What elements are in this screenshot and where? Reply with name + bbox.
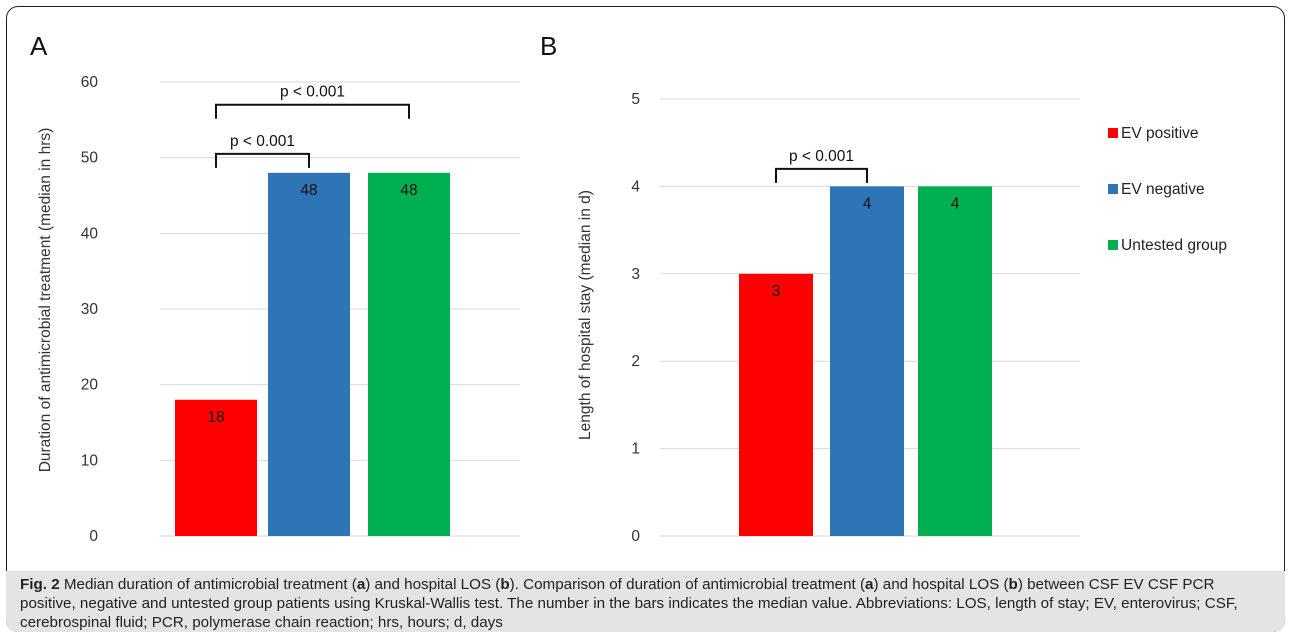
caption-text: a [356, 576, 366, 593]
significance-label: p < 0.001 [789, 148, 854, 165]
y-tick-label: 60 [81, 74, 99, 91]
legend-swatch [1108, 184, 1118, 194]
y-tick-label: 5 [631, 91, 640, 108]
bar [918, 186, 992, 536]
y-tick-label: 30 [81, 301, 99, 318]
y-tick-label: 2 [631, 353, 640, 370]
y-tick-label: 1 [631, 441, 640, 458]
bar-value-label: 48 [400, 182, 417, 199]
legend-swatch [1108, 128, 1118, 138]
panel-letter: B [540, 31, 557, 61]
chart-legend: EV positive EV negative Untested group [1108, 125, 1227, 254]
caption-text: a [865, 576, 874, 593]
caption-text: ) and hospital LOS ( [365, 576, 501, 593]
significance-label: p < 0.001 [280, 84, 345, 101]
significance-bracket [775, 167, 868, 183]
bar [175, 399, 257, 536]
y-tick-label: 0 [89, 528, 98, 545]
y-tick-label: 10 [81, 452, 99, 469]
bar [739, 273, 813, 536]
legend-label: EV positive [1121, 125, 1199, 142]
bar-value-label: 4 [951, 195, 960, 212]
y-tick-label: 3 [631, 266, 640, 283]
bar-value-label: 4 [863, 195, 872, 212]
significance-label: p < 0.001 [230, 133, 295, 150]
caption-text: ) and hospital LOS ( [873, 576, 1009, 593]
legend-label: EV negative [1121, 181, 1205, 198]
bar [368, 172, 450, 537]
y-tick-label: 50 [81, 150, 99, 167]
y-axis-label: Duration of antimicrobial treatment (med… [37, 128, 54, 473]
significance-bracket [215, 152, 310, 168]
bar-value-label: 48 [300, 182, 317, 199]
panel-b-chart: B 0 1 2 3 4 5 Length of hospital stay (median i… [540, 31, 1080, 545]
caption-text: Median duration of antimicrobial treatme… [59, 576, 357, 593]
y-axis-label: Length of hospital stay (median in d) [577, 190, 594, 440]
caption-text: b [500, 576, 510, 593]
y-tick-label: 4 [631, 178, 640, 195]
bar [830, 186, 904, 536]
caption-text: ). Comparison of duration of antimicrobi… [509, 576, 866, 593]
y-tick-label: 0 [631, 528, 640, 545]
y-tick-label: 20 [81, 377, 99, 394]
legend-label: Untested group [1121, 237, 1227, 254]
bar-value-label: 18 [207, 409, 224, 426]
caption-text: ) between CSF EV CSF PCR positive, negat… [20, 576, 1238, 631]
significance-bracket [215, 103, 410, 119]
figure-caption: Fig. 2 Median duration of antimicrobial … [6, 571, 1285, 632]
legend-swatch [1108, 240, 1118, 250]
panel-letter: A [30, 31, 48, 61]
caption-text: b [1008, 576, 1018, 593]
y-tick-label: 40 [81, 225, 99, 242]
caption-label: Fig. 2 [20, 576, 60, 593]
bar-value-label: 3 [772, 283, 781, 300]
panel-a-chart: A 0 10 20 30 40 50 60 Duration of antimicrobial … [30, 31, 520, 545]
bar [268, 172, 350, 537]
